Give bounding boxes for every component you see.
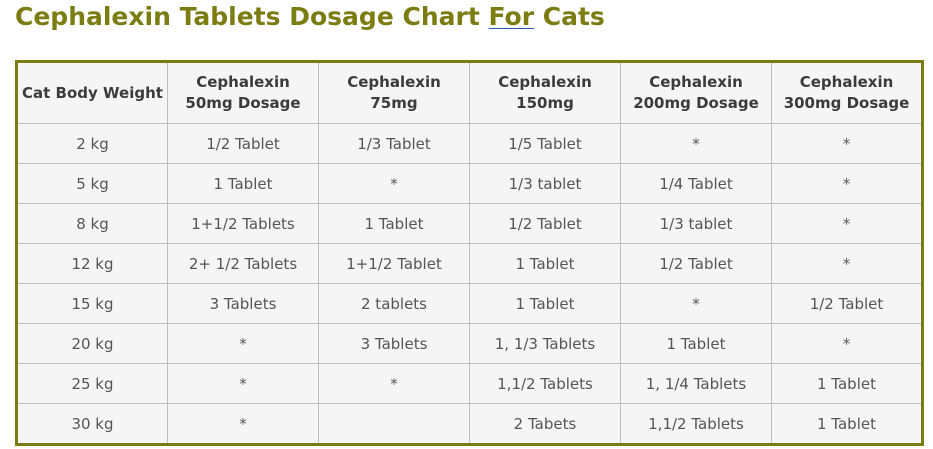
- weight-cell: 12 kg: [16, 243, 168, 284]
- table-row: 20 kg * 3 Tablets 1, 1/3 Tablets 1 Table…: [16, 323, 923, 364]
- dosage-150mg-cell: 1 Tablet: [469, 283, 621, 324]
- dosage-150mg-cell: 1,1/2 Tablets: [469, 363, 621, 404]
- header-75mg: Cephalexin 75mg: [318, 61, 470, 124]
- dosage-75mg-cell: 1 Tablet: [318, 203, 470, 244]
- weight-cell: 8 kg: [16, 203, 168, 244]
- dosage-75mg-cell: *: [318, 163, 470, 204]
- table-row: 30 kg * 2 Tabets 1,1/2 Tablets 1 Tablet: [16, 403, 923, 445]
- dosage-300mg-cell: 1/2 Tablet: [771, 283, 923, 324]
- dosage-300mg-cell: *: [771, 163, 923, 204]
- table-row: 12 kg 2+ 1/2 Tablets 1+1/2 Tablet 1 Tabl…: [16, 243, 923, 284]
- weight-cell: 30 kg: [16, 403, 168, 445]
- header-50mg-dosage: Cephalexin 50mg Dosage: [167, 61, 319, 124]
- dosage-50mg-cell: *: [167, 323, 319, 364]
- table-row: 25 kg * * 1,1/2 Tablets 1, 1/4 Tablets 1…: [16, 363, 923, 404]
- weight-cell: 20 kg: [16, 323, 168, 364]
- dosage-300mg-cell: *: [771, 243, 923, 284]
- dosage-75mg-cell: 1+1/2 Tablet: [318, 243, 470, 284]
- header-300mg-dosage: Cephalexin 300mg Dosage: [771, 61, 923, 124]
- table-body: 2 kg 1/2 Tablet 1/3 Tablet 1/5 Tablet * …: [16, 123, 923, 445]
- dosage-table: Cat Body Weight Cephalexin 50mg Dosage C…: [15, 60, 924, 446]
- dosage-50mg-cell: 3 Tablets: [167, 283, 319, 324]
- dosage-300mg-cell: 1 Tablet: [771, 403, 923, 445]
- weight-cell: 15 kg: [16, 283, 168, 324]
- weight-cell: 2 kg: [16, 123, 168, 164]
- dosage-200mg-cell: 1,1/2 Tablets: [620, 403, 772, 445]
- dosage-50mg-cell: *: [167, 403, 319, 445]
- header-row: Cat Body Weight Cephalexin 50mg Dosage C…: [16, 61, 923, 124]
- dosage-200mg-cell: *: [620, 123, 772, 164]
- table-row: 2 kg 1/2 Tablet 1/3 Tablet 1/5 Tablet * …: [16, 123, 923, 164]
- dosage-200mg-cell: 1 Tablet: [620, 323, 772, 364]
- title-text-end: Cats: [534, 2, 605, 31]
- dosage-150mg-cell: 1 Tablet: [469, 243, 621, 284]
- dosage-200mg-cell: 1/2 Tablet: [620, 243, 772, 284]
- table-row: 5 kg 1 Tablet * 1/3 tablet 1/4 Tablet *: [16, 163, 923, 204]
- dosage-75mg-cell: 3 Tablets: [318, 323, 470, 364]
- dosage-75mg-cell: *: [318, 363, 470, 404]
- title-for-link[interactable]: For: [488, 2, 535, 31]
- dosage-75mg-cell: [318, 403, 470, 445]
- table-header: Cat Body Weight Cephalexin 50mg Dosage C…: [16, 61, 923, 124]
- dosage-150mg-cell: 1/5 Tablet: [469, 123, 621, 164]
- dosage-50mg-cell: 1 Tablet: [167, 163, 319, 204]
- weight-cell: 25 kg: [16, 363, 168, 404]
- header-200mg-dosage: Cephalexin 200mg Dosage: [620, 61, 772, 124]
- dosage-200mg-cell: *: [620, 283, 772, 324]
- dosage-50mg-cell: 1+1/2 Tablets: [167, 203, 319, 244]
- dosage-150mg-cell: 1/3 tablet: [469, 163, 621, 204]
- dosage-300mg-cell: *: [771, 203, 923, 244]
- dosage-50mg-cell: 2+ 1/2 Tablets: [167, 243, 319, 284]
- dosage-50mg-cell: 1/2 Tablet: [167, 123, 319, 164]
- dosage-75mg-cell: 2 tablets: [318, 283, 470, 324]
- title-text-start: Cephalexin Tablets Dosage Chart: [15, 2, 489, 31]
- header-cat-body-weight: Cat Body Weight: [16, 61, 168, 124]
- dosage-200mg-cell: 1, 1/4 Tablets: [620, 363, 772, 404]
- table-row: 15 kg 3 Tablets 2 tablets 1 Tablet * 1/2…: [16, 283, 923, 324]
- dosage-150mg-cell: 2 Tabets: [469, 403, 621, 445]
- dosage-300mg-cell: *: [771, 323, 923, 364]
- dosage-50mg-cell: *: [167, 363, 319, 404]
- dosage-300mg-cell: *: [771, 123, 923, 164]
- dosage-75mg-cell: 1/3 Tablet: [318, 123, 470, 164]
- weight-cell: 5 kg: [16, 163, 168, 204]
- dosage-200mg-cell: 1/4 Tablet: [620, 163, 772, 204]
- dosage-300mg-cell: 1 Tablet: [771, 363, 923, 404]
- dosage-150mg-cell: 1/2 Tablet: [469, 203, 621, 244]
- table-row: 8 kg 1+1/2 Tablets 1 Tablet 1/2 Tablet 1…: [16, 203, 923, 244]
- header-150mg: Cephalexin 150mg: [469, 61, 621, 124]
- dosage-150mg-cell: 1, 1/3 Tablets: [469, 323, 621, 364]
- page-title: Cephalexin Tablets Dosage Chart For Cats: [15, 0, 605, 34]
- dosage-200mg-cell: 1/3 tablet: [620, 203, 772, 244]
